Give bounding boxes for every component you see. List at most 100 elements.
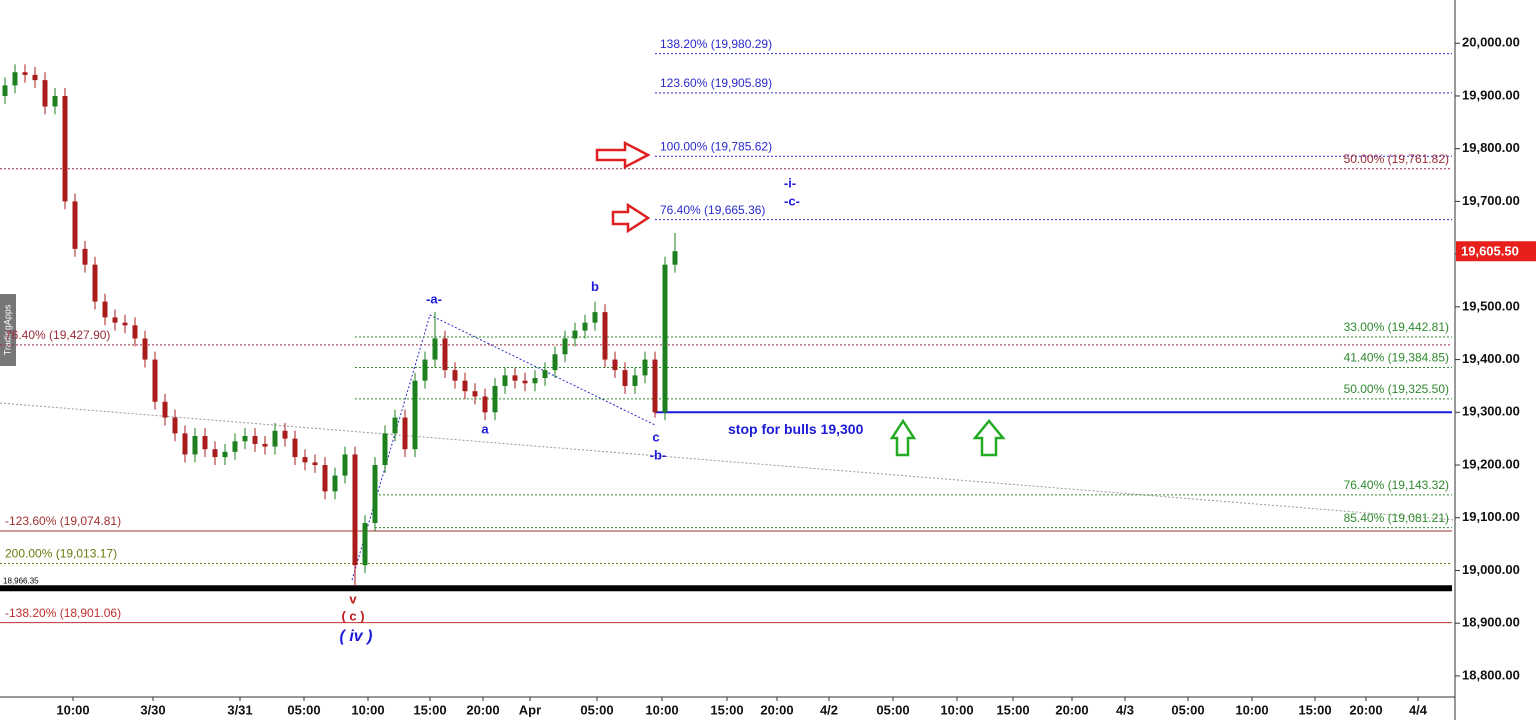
candle-body [382,433,388,466]
level-label: 50.00% (19,761.82) [1344,152,1449,166]
candle-body [632,375,638,386]
candle-body [392,417,398,434]
candle-body [312,462,318,466]
candle-body [422,359,428,381]
x-tick-label: 10:00 [1235,702,1268,717]
y-tick-label: 18,900.00 [1462,615,1520,630]
wave-label: b [591,279,599,294]
x-tick-label: 4/4 [1409,702,1428,717]
candle-body [2,85,8,96]
candle-body [532,378,538,384]
price-tag [1456,241,1536,262]
wave-label: a [481,422,489,437]
candle-body [202,436,208,450]
x-tick-label: 4/2 [820,702,838,717]
candle-body [552,354,558,371]
x-tick-label: 15:00 [710,702,743,717]
candle-body [332,475,338,492]
candle-body [342,454,348,476]
candle-body [512,375,518,381]
candle-body [372,465,378,524]
candle-body [112,317,118,323]
green-arrow [889,418,917,457]
candle-body [82,248,88,265]
wave-label: ( iv ) [340,628,373,645]
x-tick-label: 15:00 [413,702,446,717]
watermark-box [0,294,16,366]
candle-body [32,74,38,81]
candle-body [102,301,108,318]
wave-label: -c- [784,193,800,208]
level-label: 76.40% (19,143.32) [1344,478,1449,492]
candle-body [622,370,628,386]
candle-body [152,359,158,402]
candle-body [182,433,188,455]
candle-body [522,380,528,384]
x-tick-label: 4/3 [1116,702,1134,717]
candle-body [212,449,218,458]
wave-label: c [652,430,659,445]
x-tick-label: 05:00 [1171,702,1204,717]
candle-body [242,436,248,442]
candle-body [272,430,278,447]
candle-body [122,322,128,326]
y-tick-label: 18,800.00 [1462,667,1520,682]
x-tick-label: 10:00 [351,702,384,717]
candle-body [402,417,408,450]
level-label: stop for bulls 19,300 [728,421,864,437]
candle-body [252,436,258,444]
drawings [0,140,1456,581]
candle-body [652,359,658,413]
x-tick-label: 3/30 [140,702,165,717]
x-tick-label: 3/31 [227,702,252,717]
candle-body [642,359,648,376]
wave-label: -b- [650,447,667,462]
candle-body [362,523,368,566]
level-label: 100.00% (19,785.62) [660,139,772,153]
candle-body [162,401,168,418]
level-label: 200.00% (19,013.17) [5,547,117,561]
x-tick-label: 10:00 [940,702,973,717]
y-tick-label: 19,000.00 [1462,562,1520,577]
price-tag-label: 19,605.50 [1461,244,1519,259]
x-tick-label: 20:00 [1349,702,1382,717]
green-arrow [972,419,1006,457]
candle-body [352,454,358,566]
y-tick-label: 19,900.00 [1462,87,1520,102]
wave-line [351,314,656,581]
wave-label: v [349,591,357,606]
y-tick-label: 19,100.00 [1462,509,1520,524]
candle-body [132,325,138,339]
candle-body [62,95,68,202]
candle-body [412,380,418,450]
candle-body [582,322,588,331]
watermark: TradingApps [2,304,12,355]
candle-body [92,264,98,302]
level-label: -138.20% (18,901.06) [5,606,121,620]
x-tick-label: 20:00 [760,702,793,717]
candle-body [502,375,508,386]
candles [2,64,678,587]
candle-body [482,396,488,413]
candle-body [282,430,288,439]
candle-body [222,451,228,458]
x-tick-label: 05:00 [580,702,613,717]
level-label: 50.00% (19,325.50) [1344,382,1449,396]
wave-label: -i- [784,175,796,190]
level-label: 123.60% (19,905.89) [660,76,772,90]
level-label: 76.40% (19,427.90) [5,328,110,342]
candle-body [562,338,568,355]
candle-body [172,417,178,434]
level-label: 33.00% (19,442.81) [1344,320,1449,334]
level-label: 41.40% (19,384.85) [1344,351,1449,365]
x-tick-label: 05:00 [287,702,320,717]
y-tick-label: 19,800.00 [1462,140,1520,155]
candle-body [442,338,448,371]
candle-body [572,330,578,339]
level-label: 138.20% (19,980.29) [660,37,772,51]
trend-line [0,402,1456,521]
y-tick-label: 19,500.00 [1462,298,1520,313]
y-tick-label: 19,400.00 [1462,351,1520,366]
